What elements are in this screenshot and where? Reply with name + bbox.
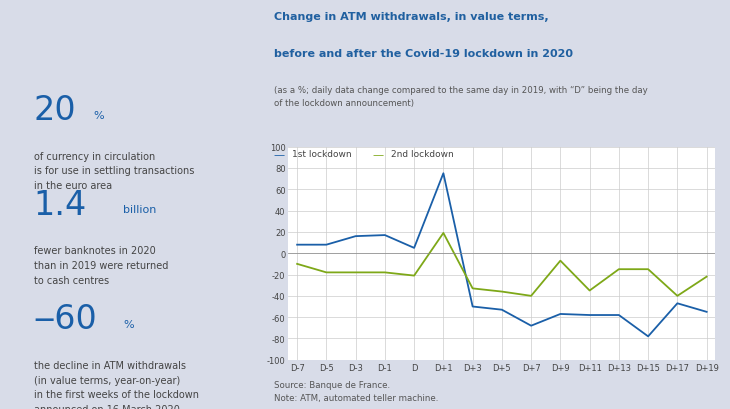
Text: the decline in ATM withdrawals
(in value terms, year-on-year)
in the first weeks: the decline in ATM withdrawals (in value… bbox=[34, 360, 199, 409]
Text: billion: billion bbox=[123, 204, 156, 214]
Text: ‒60: ‒60 bbox=[34, 303, 97, 335]
Text: 1st lockdown: 1st lockdown bbox=[292, 149, 352, 158]
Text: 1.4: 1.4 bbox=[34, 188, 87, 221]
Text: %: % bbox=[123, 319, 134, 329]
Text: of currency in circulation
is for use in settling transactions
in the euro area: of currency in circulation is for use in… bbox=[34, 151, 194, 191]
Text: Source: Banque de France.
Note: ATM, automated teller machine.: Source: Banque de France. Note: ATM, aut… bbox=[274, 380, 438, 402]
Text: %: % bbox=[93, 110, 104, 120]
Text: —: — bbox=[372, 149, 383, 159]
Text: 2nd lockdown: 2nd lockdown bbox=[391, 149, 453, 158]
Text: fewer banknotes in 2020
than in 2019 were returned
to cash centres: fewer banknotes in 2020 than in 2019 wer… bbox=[34, 245, 168, 285]
Text: 20: 20 bbox=[34, 94, 77, 127]
Text: (as a %; daily data change compared to the same day in 2019, with “D” being the : (as a %; daily data change compared to t… bbox=[274, 86, 648, 107]
Text: Change in ATM withdrawals, in value terms,: Change in ATM withdrawals, in value term… bbox=[274, 12, 548, 22]
Text: —: — bbox=[274, 149, 285, 159]
Text: before and after the Covid-19 lockdown in 2020: before and after the Covid-19 lockdown i… bbox=[274, 49, 573, 59]
